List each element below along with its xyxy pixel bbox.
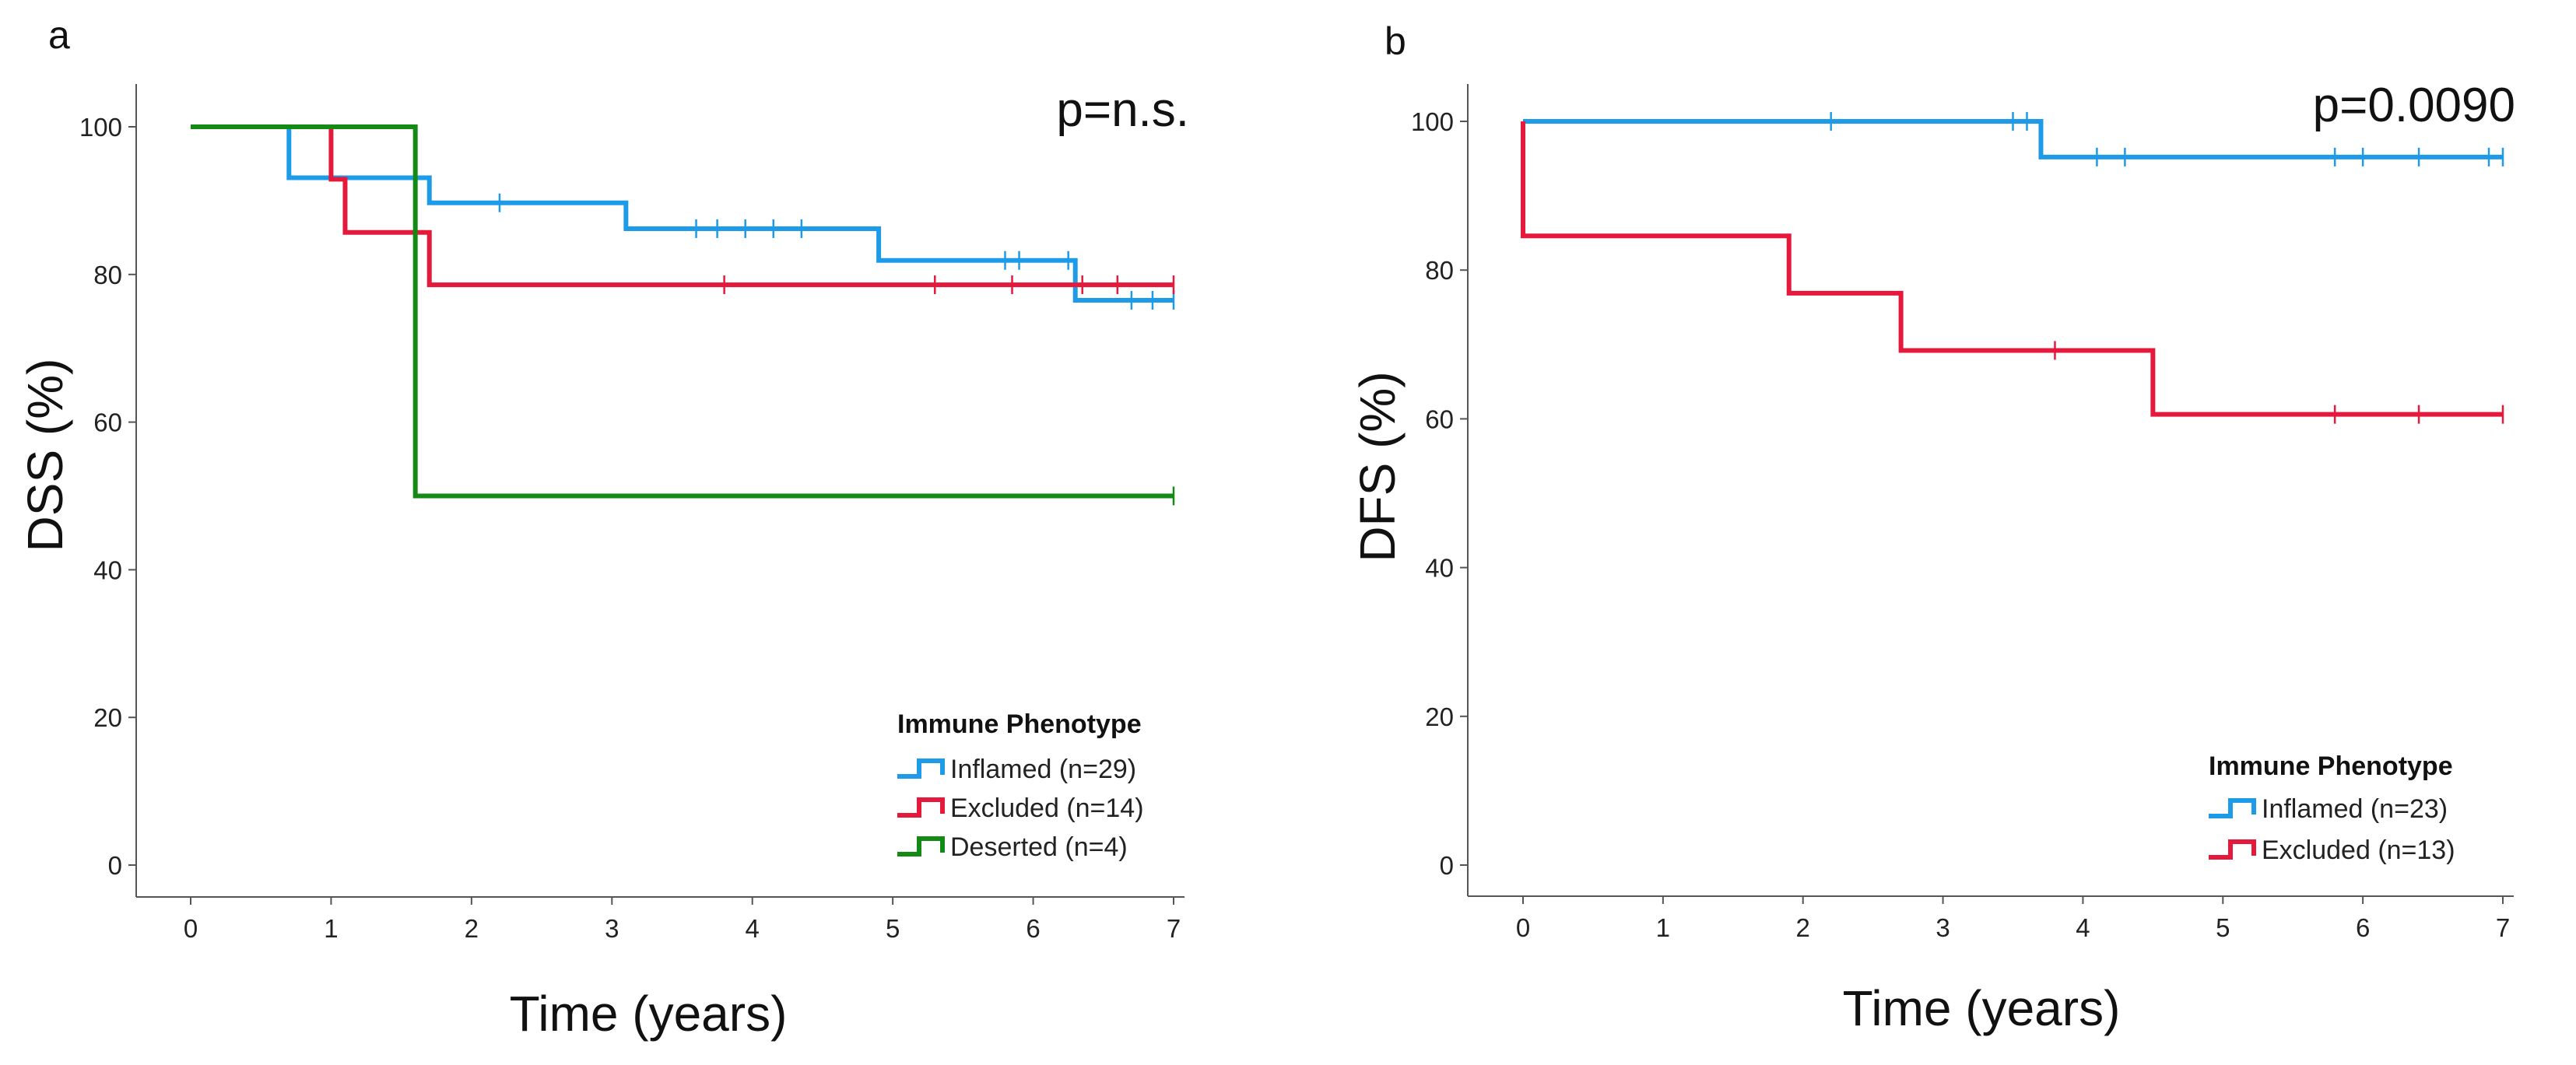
p-value-annotation: p=n.s.: [1056, 83, 1189, 137]
legend: Immune Phenotype Inflamed (n=23) Excluded…: [2209, 751, 2455, 865]
y-tick-label: 20: [1425, 702, 1454, 731]
legend-title: Immune Phenotype: [897, 709, 1142, 739]
x-tick-label: 3: [1936, 913, 1950, 942]
panel-a: a DSS (%) Time (years) p=n.s. 0 1 2 3 4 5 6 7 0 2…: [17, 13, 1189, 1042]
y-tick-label: 0: [108, 851, 122, 880]
x-tick-label: 3: [605, 914, 619, 943]
y-axis-label: DFS (%): [1349, 371, 1406, 562]
y-tick-label: 80: [1425, 256, 1454, 285]
y-tick-label: 40: [93, 555, 122, 584]
panel-label: b: [1385, 19, 1406, 63]
panel-b: b DFS (%) Time (years) p=0.0090 0 1 2 3 4 5 6 7…: [1349, 19, 2515, 1036]
x-axis-label: Time (years): [510, 986, 788, 1042]
x-tick-label: 1: [1656, 913, 1670, 942]
y-axis-label: DSS (%): [17, 359, 73, 552]
legend-swatch: [897, 836, 945, 857]
x-tick-label: 7: [2496, 913, 2510, 942]
series-line: [191, 124, 1174, 499]
legend: Immune Phenotype Inflamed (n=29) Excluded…: [897, 709, 1144, 862]
series-line: [1523, 119, 2503, 159]
p-value-annotation: p=0.0090: [2313, 79, 2515, 132]
y-tick-label: 40: [1425, 554, 1454, 583]
legend-item-label: Inflamed (n=23): [2262, 794, 2448, 824]
x-tick-label: 2: [465, 914, 479, 943]
x-tick-label: 5: [2216, 913, 2230, 942]
x-tick-label: 6: [2356, 913, 2370, 942]
x-tick-label: 0: [184, 914, 198, 943]
panel-label: a: [48, 13, 70, 57]
y-tick-label: 60: [93, 408, 122, 437]
x-tick-label: 6: [1026, 914, 1040, 943]
series-line: [191, 124, 1174, 303]
legend-swatch: [2209, 839, 2256, 860]
y-tick-label: 80: [93, 261, 122, 289]
y-tick-label: 60: [1425, 405, 1454, 433]
x-tick-label: 7: [1167, 914, 1181, 943]
y-tick-label: 0: [1440, 851, 1454, 880]
x-tick-label: 5: [886, 914, 900, 943]
series-line: [191, 124, 1174, 288]
x-tick-label: 4: [2076, 913, 2090, 942]
legend-title: Immune Phenotype: [2209, 751, 2453, 781]
legend-item-label: Excluded (n=13): [2262, 836, 2455, 865]
legend-item-label: Excluded (n=14): [950, 793, 1144, 823]
legend-swatch: [897, 758, 945, 779]
x-tick-label: 4: [746, 914, 760, 943]
y-tick-label: 100: [79, 113, 122, 142]
legend-item-label: Inflamed (n=29): [950, 755, 1136, 784]
x-tick-label: 1: [324, 914, 338, 943]
x-tick-label: 0: [1516, 913, 1530, 942]
legend-swatch: [2209, 798, 2256, 818]
legend-swatch: [897, 797, 945, 818]
x-tick-label: 2: [1796, 913, 1810, 942]
series-line: [1521, 121, 2503, 417]
legend-item-label: Deserted (n=4): [950, 832, 1128, 862]
x-axis-label: Time (years): [1843, 980, 2121, 1036]
y-tick-label: 20: [93, 703, 122, 732]
y-tick-label: 100: [1411, 107, 1454, 136]
